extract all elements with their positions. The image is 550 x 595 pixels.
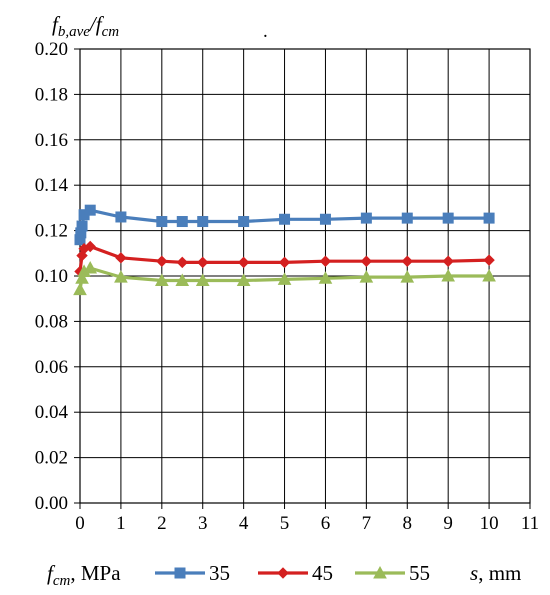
y-tick-label: 0.12 (35, 221, 68, 242)
series-45-point (115, 252, 127, 264)
series-35-point (483, 212, 495, 224)
series-35-point (197, 216, 209, 228)
y-tick-label: 0.06 (35, 357, 68, 378)
series-35 (74, 204, 495, 246)
x-tick-labels: 0 1 2 3 4 5 6 7 8 9 10 11 (75, 513, 539, 534)
y-axis-title: fb,ave/fcm (52, 12, 119, 40)
series-45-point (483, 254, 495, 266)
series-55-point (195, 273, 210, 287)
x-tick-label: 11 (521, 513, 539, 534)
x-tick-label: 7 (362, 513, 372, 534)
series-35-point (279, 213, 291, 225)
y-tick-label: 0.00 (35, 493, 68, 514)
y-tick-label: 0.04 (35, 402, 69, 423)
series-35-point (76, 220, 88, 232)
series-35-point (238, 216, 250, 228)
y-tick-labels: 0.00 0.02 0.04 0.06 0.08 0.10 0.12 0.14 0.16 0.18… (35, 39, 69, 514)
series-35-line (78, 208, 490, 240)
series-35-point (360, 212, 372, 224)
legend-marker (277, 567, 289, 579)
x-tick-label: 3 (198, 513, 208, 534)
series-55-point (114, 270, 128, 283)
series-35-point (115, 211, 127, 223)
series-45-point (319, 255, 332, 267)
y-tick-label: 0.14 (35, 175, 69, 196)
series-35-point (442, 212, 454, 224)
series-45-point (360, 255, 373, 267)
x-tick-label: 0 (75, 513, 85, 534)
series-55-point (482, 268, 496, 282)
legend-marker (373, 565, 387, 579)
y-tick-label: 0.02 (35, 448, 68, 469)
series-35-point (84, 204, 96, 216)
series-55-point (318, 271, 333, 284)
series-55-point (73, 282, 87, 296)
series-45-point (176, 256, 188, 269)
series-55-point (75, 271, 89, 284)
x-tick-label: 4 (239, 513, 249, 534)
x-tick-label: 5 (280, 513, 290, 534)
legend-entry-35: 35 (155, 561, 230, 585)
legend-marker (174, 567, 186, 579)
legend-label: 45 (312, 561, 333, 585)
legend-label: 55 (409, 561, 430, 585)
legend-entry-45: 45 (258, 561, 333, 585)
series-45-point (401, 255, 413, 267)
series-layer (73, 204, 496, 296)
annotation-dot: . (263, 21, 268, 42)
series-35-point (319, 213, 331, 225)
series-45-point (442, 255, 454, 267)
y-tick-label: 0.20 (35, 39, 68, 60)
y-tick-label: 0.18 (35, 84, 68, 105)
series-55-point (441, 268, 456, 282)
x-tick-label: 9 (443, 513, 453, 534)
series-45-point (197, 256, 209, 269)
x-tick-label: 10 (480, 513, 499, 534)
series-45-point (84, 240, 96, 253)
series-55-point (175, 273, 190, 287)
x-tick-label: 6 (321, 513, 331, 534)
series-55-point (154, 273, 169, 287)
series-55-point (83, 261, 98, 274)
series-45-point (237, 256, 250, 269)
series-55-point (236, 273, 251, 287)
x-tick-label: 2 (157, 513, 167, 534)
y-tick-label: 0.08 (35, 311, 68, 332)
y-tick-label: 0.10 (35, 266, 68, 287)
series-55-point (359, 270, 374, 283)
x-tick-label: 1 (116, 513, 126, 534)
series-35-point (156, 216, 168, 228)
legend-entry-55: 55 (355, 561, 430, 585)
series-55-point (400, 270, 415, 283)
series-35-point (401, 212, 413, 224)
series-35-point (176, 216, 188, 228)
series-45-point (156, 255, 168, 267)
x-tick-label: 8 (403, 513, 413, 534)
y-tick-label: 0.16 (35, 130, 68, 151)
legend-label: 35 (209, 561, 230, 585)
series-55-point (277, 272, 292, 285)
x-axis-title: s, mm (470, 561, 521, 585)
series-45-point (278, 256, 291, 269)
legend: 35 45 55 (155, 561, 430, 585)
series-55 (73, 261, 496, 296)
legend-title: fcm, MPa (47, 561, 121, 589)
